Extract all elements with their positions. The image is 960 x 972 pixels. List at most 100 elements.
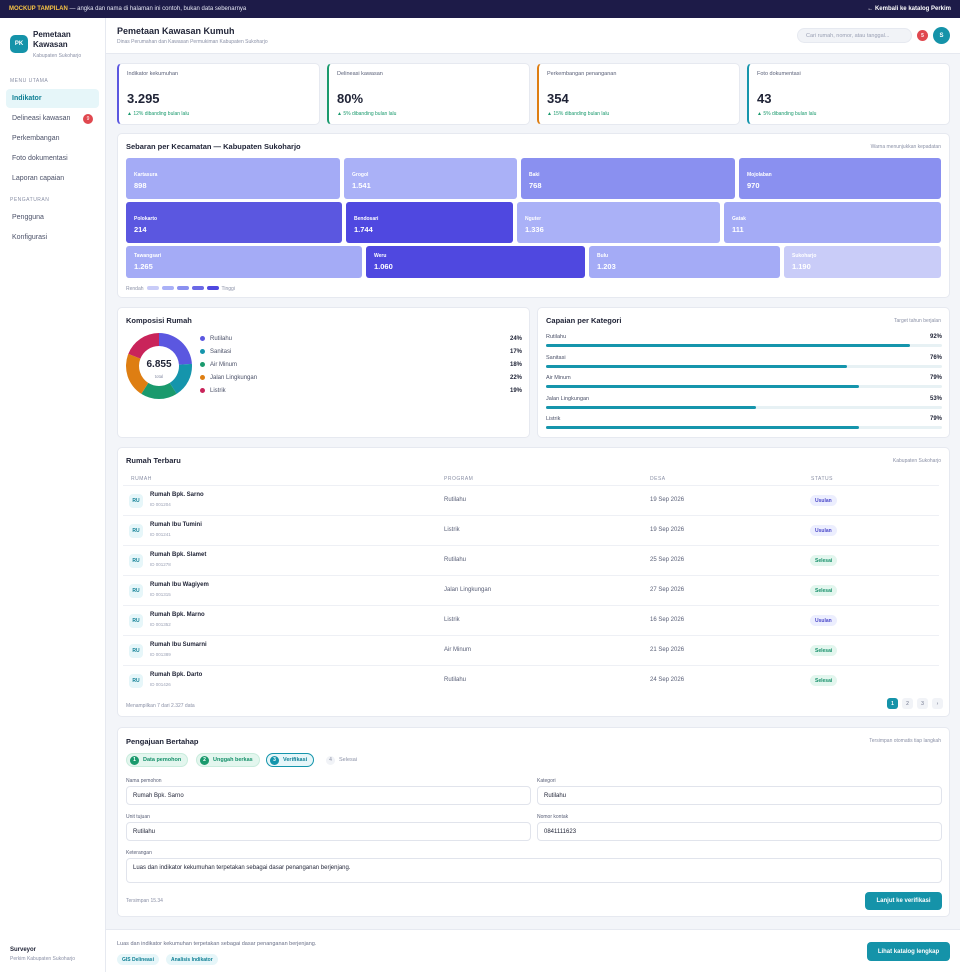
- step-2[interactable]: 2 Unggah berkas: [196, 753, 260, 767]
- kpi-delta: ▲ 15% dibanding bulan lalu: [547, 111, 610, 117]
- treemap-tile[interactable]: Weru 1.060: [366, 246, 585, 278]
- view-catalog-button[interactable]: Lihat katalog lengkap: [867, 942, 950, 961]
- chip-analisis-indikator[interactable]: Analisis Indikator: [166, 954, 218, 965]
- house-name: Rumah Ibu Tumini: [150, 522, 202, 528]
- house-icon: RU: [129, 494, 143, 508]
- house-date: 16 Sep 2026: [650, 617, 685, 623]
- brand-name-line1: Pemetaan: [33, 30, 71, 39]
- avatar[interactable]: S: [933, 27, 950, 44]
- house-name: Rumah Bpk. Slamet: [150, 552, 207, 558]
- kpi-label: Perkembangan penanganan: [547, 71, 617, 77]
- legend-percent: 17%: [509, 349, 522, 355]
- treemap-tile[interactable]: Tawangsari 1.265: [126, 246, 362, 278]
- table-row[interactable]: RU Rumah Ibu Tumini ID 001241 Listrik 19 Sep…: [123, 515, 939, 545]
- treemap-tile[interactable]: Polokarto 214: [126, 202, 342, 243]
- sidebar-item-laporan[interactable]: Laporan capaian: [6, 169, 99, 188]
- house-icon: RU: [129, 524, 143, 538]
- treemap-tile[interactable]: Baki 768: [521, 158, 735, 199]
- donut-slice: [159, 333, 192, 365]
- house-program: Rutilahu: [444, 557, 467, 563]
- step-3[interactable]: 3 Verifikasi: [266, 753, 315, 767]
- continue-verification-button[interactable]: Lanjut ke verifikasi: [865, 892, 942, 910]
- tile-name: Weru: [374, 253, 387, 259]
- achievement-card: Capaian per Kategori Target tahun berjal…: [537, 307, 950, 438]
- sidebar-item-pengguna[interactable]: Pengguna: [6, 208, 99, 227]
- kpi-value: 80%: [337, 91, 364, 106]
- mockup-banner: MOCKUP TAMPILAN — angka dan nama di hala…: [0, 0, 960, 18]
- achievement-label: Air Minum: [546, 375, 571, 381]
- applicant-field[interactable]: Rumah Bpk. Sarno: [126, 786, 531, 805]
- sidebar-item-label: Delineasi kawasan: [12, 115, 71, 122]
- next-page-button[interactable]: ›: [932, 698, 943, 709]
- achievement-percent: 53%: [929, 395, 942, 402]
- treemap-tile[interactable]: Kartasura 898: [126, 158, 340, 199]
- table-row[interactable]: RU Rumah Bpk. Marno ID 001352 Listrik 16 Sep…: [123, 605, 939, 635]
- sidebar-item-indikator[interactable]: Indikator: [6, 89, 99, 108]
- back-to-catalog-link[interactable]: ← Kembali ke katalog Perkim: [867, 6, 951, 12]
- page-2-button[interactable]: 2: [902, 698, 913, 709]
- treemap-tile[interactable]: Nguter 1.336: [517, 202, 720, 243]
- treemap-tile[interactable]: Gatak 111: [724, 202, 941, 243]
- sidebar-item-konfigurasi[interactable]: Konfigurasi: [6, 228, 99, 247]
- notification-badge[interactable]: 5: [917, 30, 928, 41]
- progress-track: [546, 344, 942, 347]
- treemap-card: Sebaran per Kecamatan — Kabupaten Sukoha…: [117, 133, 950, 298]
- legend-dot: [200, 375, 205, 380]
- house-program: Rutilahu: [444, 677, 467, 683]
- tile-value: 1.541: [352, 181, 371, 190]
- treemap-tile[interactable]: Bulu 1.203: [589, 246, 780, 278]
- col-header-rumah: RUMAH: [131, 476, 152, 482]
- kpi-label: Indikator kekumuhan: [127, 71, 179, 77]
- house-name: Rumah Bpk. Sarno: [150, 492, 204, 498]
- legend-percent: 22%: [509, 375, 522, 381]
- kpi-delta: ▲ 5% dibanding bulan lalu: [757, 111, 817, 117]
- composition-legend-item: Air Minum 18%: [200, 362, 522, 368]
- table-row[interactable]: RU Rumah Ibu Sumarni ID 001389 Air Minum 21 …: [123, 635, 939, 665]
- treemap-tile[interactable]: Grogol 1.541: [344, 158, 517, 199]
- treemap-tile[interactable]: Sukoharjo 1.190: [784, 246, 941, 278]
- treemap-tile[interactable]: Mojolaban 970: [739, 158, 941, 199]
- composition-card: Komposisi Rumah 6.855 total Rutilahu 24% S…: [117, 307, 530, 438]
- brand-subtitle: Kabupaten Sukoharjo: [33, 53, 82, 59]
- page-3-button[interactable]: 3: [917, 698, 928, 709]
- brand-logo: PK: [10, 35, 28, 53]
- category-field[interactable]: Rutilahu: [537, 786, 942, 805]
- legend-dot: [200, 349, 205, 354]
- progress-fill: [546, 385, 859, 388]
- table-row[interactable]: RU Rumah Bpk. Darto ID 001426 Rutilahu 24 Se…: [123, 665, 939, 695]
- achievement-hint: Target tahun berjalan: [894, 318, 941, 324]
- status-badge: Usulan: [810, 615, 837, 626]
- search-input[interactable]: Cari rumah, nomor, atau tanggal...: [797, 28, 912, 43]
- kpi-card: Foto dokumentasi 43 ▲ 5% dibanding bulan l…: [747, 63, 950, 125]
- brand: PK Pemetaan Kawasan Kabupaten Sukoharjo: [0, 18, 105, 59]
- table-row[interactable]: RU Rumah Bpk. Sarno ID 001204 Rutilahu 19 Se…: [123, 485, 939, 515]
- donut-slice: [126, 353, 149, 394]
- legend-swatch: [191, 286, 204, 290]
- applicant-label: Nama pemohon: [126, 778, 162, 784]
- house-id: ID 001278: [150, 562, 171, 567]
- chip-gis-delineasi[interactable]: GIS Delineasi: [117, 954, 159, 965]
- category-label: Kategori: [537, 778, 556, 784]
- step-4[interactable]: 4 Selesai: [323, 753, 363, 767]
- house-program: Listrik: [444, 617, 460, 623]
- sidebar-item-perkembangan[interactable]: Perkembangan: [6, 129, 99, 148]
- kpi-label: Foto dokumentasi: [757, 71, 801, 77]
- kpi-delta: ▲ 5% dibanding bulan lalu: [337, 111, 397, 117]
- page-1-button[interactable]: 1: [887, 698, 898, 709]
- contact-field[interactable]: 0841111623: [537, 822, 942, 841]
- notes-textarea[interactable]: Luas dan indikator kekumuhan terpetakan …: [126, 858, 942, 883]
- page-subtitle: Dinas Perumahan dan Kawasan Permukiman K…: [117, 39, 268, 45]
- tile-value: 1.336: [525, 225, 544, 234]
- donut-total: 6.855: [146, 359, 171, 370]
- treemap-tile[interactable]: Bendosari 1.744: [346, 202, 513, 243]
- table-row[interactable]: RU Rumah Ibu Wagiyem ID 001315 Jalan Lingku…: [123, 575, 939, 605]
- sidebar-item-delineasi[interactable]: Delineasi kawasan 9: [6, 109, 99, 128]
- status-badge: Selesai: [810, 645, 838, 656]
- achievement-label: Sanitasi: [546, 354, 566, 361]
- tile-value: 1.265: [134, 262, 153, 271]
- legend-low-label: Rendah: [126, 286, 144, 292]
- unit-field[interactable]: Rutilahu: [126, 822, 531, 841]
- sidebar-item-foto[interactable]: Foto dokumentasi: [6, 149, 99, 168]
- table-row[interactable]: RU Rumah Bpk. Slamet ID 001278 Rutilahu 25 S…: [123, 545, 939, 575]
- step-1[interactable]: 1 Data pemohon: [126, 753, 189, 767]
